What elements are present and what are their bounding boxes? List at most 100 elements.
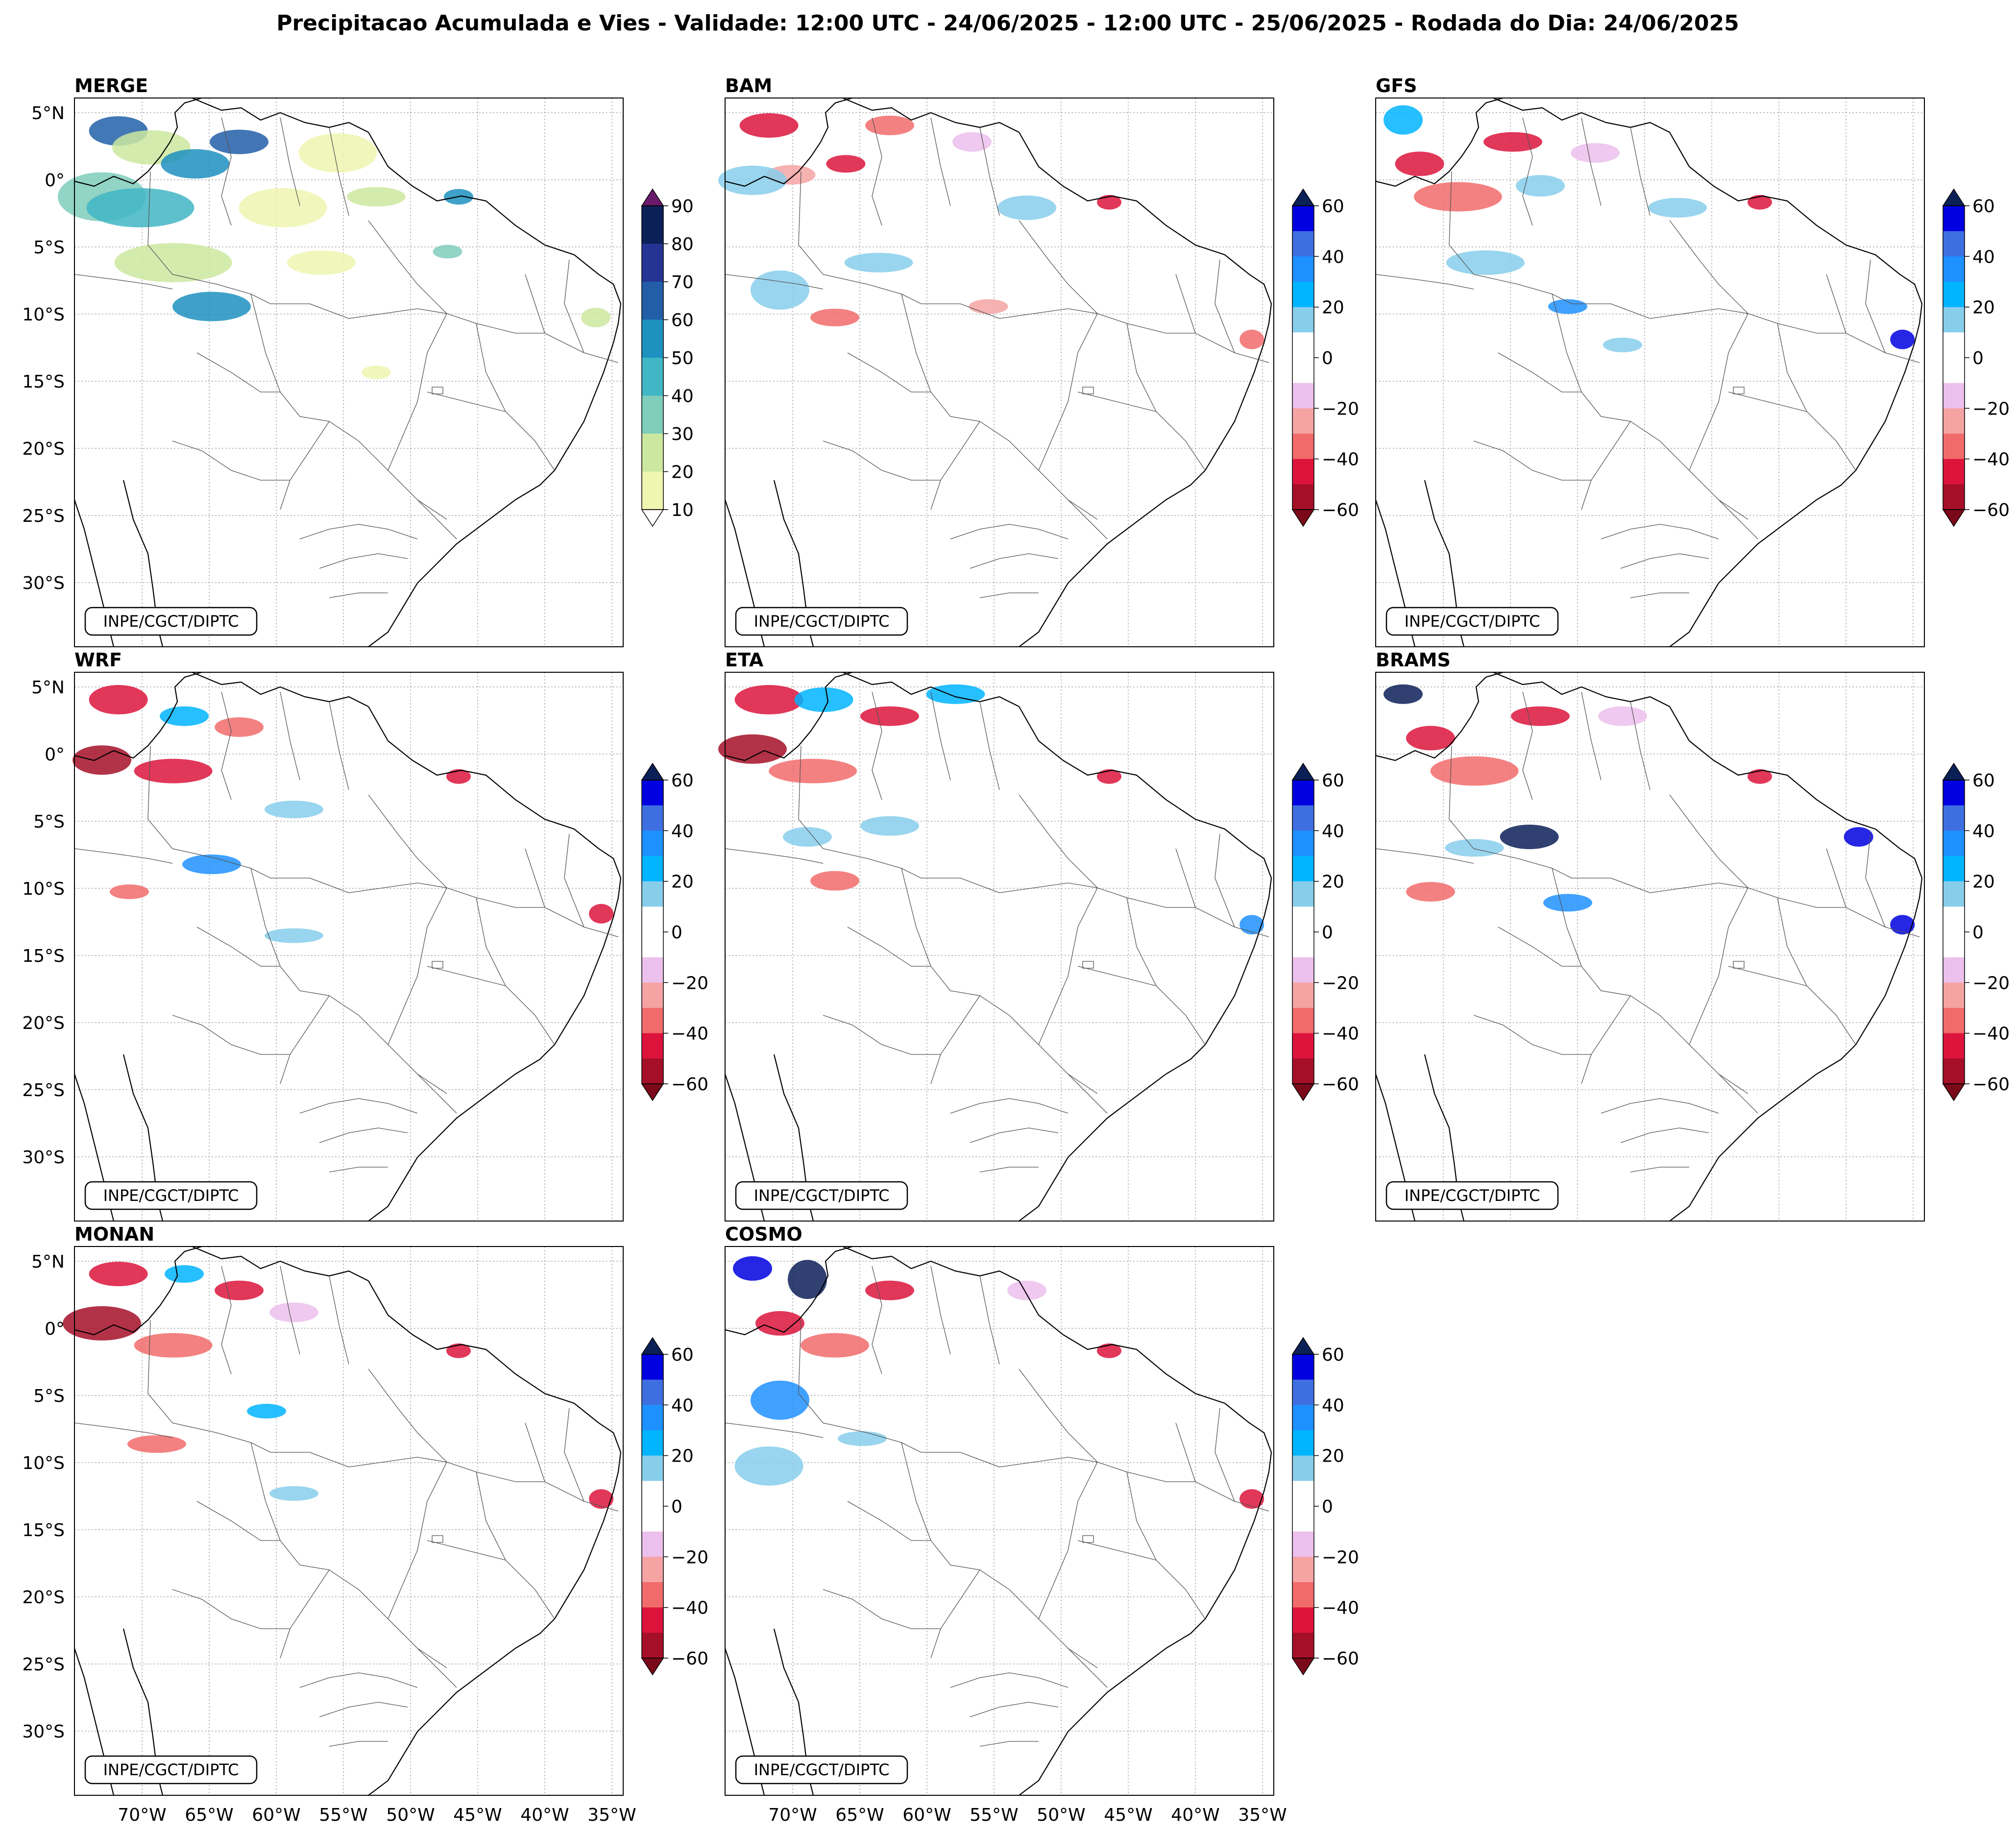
colorbar-step bbox=[642, 1405, 663, 1431]
colorbar-step bbox=[642, 1008, 663, 1034]
lat-label: 5°N bbox=[31, 103, 65, 123]
colorbar-step bbox=[1292, 1633, 1314, 1659]
colorbar-step bbox=[1292, 1557, 1314, 1583]
colorbar-step bbox=[1943, 805, 1965, 831]
colorbar-step bbox=[642, 244, 663, 282]
lat-label: 5°N bbox=[31, 678, 65, 698]
field-patch bbox=[589, 904, 614, 924]
lat-label: 20°S bbox=[22, 1013, 65, 1033]
panel-title: MERGE bbox=[74, 75, 148, 97]
colorbar-tick-label: −20 bbox=[1972, 399, 2010, 419]
map-gridlines bbox=[74, 672, 623, 1221]
colorbar-step bbox=[1292, 932, 1314, 958]
field-patch bbox=[844, 253, 913, 272]
colorbar-tick-label: 40 bbox=[1972, 247, 1995, 267]
lat-label: 5°N bbox=[31, 1252, 65, 1272]
colorbar-step bbox=[642, 831, 663, 856]
colorbar-step bbox=[1943, 1058, 1965, 1084]
map-background bbox=[74, 672, 623, 1221]
colorbar-tick-label: 60 bbox=[1972, 196, 1995, 217]
field-overlay bbox=[718, 684, 1264, 935]
credit-label: INPE/CGCT/DIPTC bbox=[103, 612, 239, 631]
colorbar-step bbox=[1292, 358, 1314, 384]
lat-label: 20°S bbox=[22, 439, 65, 459]
field-patch bbox=[210, 129, 268, 154]
colorbar-tick-label: 60 bbox=[671, 1345, 694, 1365]
colorbar-step bbox=[1292, 459, 1314, 485]
field-patch bbox=[1097, 195, 1121, 210]
field-patch bbox=[127, 1435, 186, 1453]
lon-label: 45°W bbox=[453, 1805, 502, 1825]
colorbar-tick-label: 40 bbox=[1322, 247, 1344, 267]
field-patch bbox=[362, 366, 391, 379]
colorbar-step bbox=[1292, 231, 1314, 257]
field-patch bbox=[810, 309, 859, 326]
colorbar-extend-min bbox=[1942, 509, 1966, 527]
map-frame bbox=[725, 98, 1274, 647]
colorbar-step bbox=[642, 1633, 663, 1659]
colorbar-tick-label: 30 bbox=[671, 424, 694, 444]
field-patch bbox=[347, 187, 406, 207]
colorbar-step bbox=[1943, 282, 1965, 308]
field-patch bbox=[287, 250, 356, 275]
colorbar-extend-min bbox=[1942, 1083, 1966, 1101]
colorbar-step bbox=[1292, 408, 1314, 434]
field-patch bbox=[734, 1446, 803, 1486]
credit-label: INPE/CGCT/DIPTC bbox=[1405, 612, 1540, 631]
colorbar-tick-label: 20 bbox=[1972, 872, 1995, 892]
field-patch bbox=[1446, 250, 1525, 275]
bias-colorbar: 60 40 20 0 −20 −40 −60 bbox=[1291, 762, 1359, 1101]
colorbar-tick-label: −40 bbox=[671, 1598, 708, 1618]
colorbar-step bbox=[642, 358, 663, 396]
lat-label: 25°S bbox=[22, 1655, 65, 1675]
colorbar-tick-label: 40 bbox=[671, 1395, 694, 1416]
panel-title: BAM bbox=[725, 75, 772, 97]
map-panel-wrf: WRF INPE/CGCT/DIPTC 5°N 0° 5°S 10°S 15°S 20°S 25… bbox=[22, 649, 708, 1222]
colorbar-tick-label: 20 bbox=[671, 1446, 694, 1467]
colorbar-tick-label: −20 bbox=[1972, 973, 2010, 993]
credit-box: INPE/CGCT/DIPTC bbox=[1385, 1181, 1559, 1210]
colorbar-step bbox=[642, 780, 663, 806]
field-patch bbox=[1384, 684, 1423, 704]
field-patch bbox=[114, 243, 232, 282]
field-patch bbox=[1890, 915, 1915, 935]
map-frame bbox=[725, 672, 1274, 1222]
credit-box: INPE/CGCT/DIPTC bbox=[84, 1181, 258, 1210]
colorbar-step bbox=[642, 1379, 663, 1405]
map-panel-merge: MERGE INPE/CGCT/DIPTC 5°N 0° 5°S 10°S 15°S 20°S… bbox=[22, 75, 694, 647]
map-panel-cosmo: COSMO INPE/CGCT/DIPTC 70°W 65°W 60°W 55°W 50°W… bbox=[725, 1223, 1359, 1825]
field-patch bbox=[718, 734, 787, 764]
precip-colorbar: 10 20 30 40 50 60 70 80 90 bbox=[641, 188, 694, 527]
lat-label: 0° bbox=[45, 171, 65, 191]
map-gridlines bbox=[1376, 98, 1924, 647]
colorbar-tick-label: −20 bbox=[1322, 973, 1359, 993]
figure-title: Precipitacao Acumulada e Vies - Validade… bbox=[276, 11, 1739, 36]
field-patch bbox=[783, 827, 832, 847]
field-patch bbox=[755, 1311, 804, 1336]
field-patch bbox=[265, 801, 323, 818]
lat-label: 10°S bbox=[22, 879, 65, 899]
colorbar-tick-label: 0 bbox=[1972, 923, 1984, 943]
field-patch bbox=[215, 1280, 264, 1300]
field-patch bbox=[134, 758, 213, 783]
colorbar-step bbox=[1943, 231, 1965, 257]
lon-label: 50°W bbox=[1037, 1805, 1085, 1825]
colorbar-step bbox=[1943, 256, 1965, 282]
map-frame bbox=[1375, 98, 1925, 647]
colorbar-step bbox=[642, 957, 663, 983]
map-frame bbox=[74, 672, 624, 1222]
colorbar-step bbox=[1943, 358, 1965, 384]
map-frame bbox=[74, 98, 624, 647]
lat-label: 0° bbox=[45, 745, 65, 765]
map-frame bbox=[725, 1246, 1274, 1796]
panel-title: ETA bbox=[725, 649, 764, 671]
colorbar-tick-label: 80 bbox=[671, 235, 694, 255]
field-overlay bbox=[1384, 105, 1915, 352]
colorbar-step bbox=[1292, 1405, 1314, 1431]
field-patch bbox=[1603, 338, 1642, 352]
colorbar-tick-label: 20 bbox=[671, 463, 694, 483]
colorbar-step bbox=[1292, 1506, 1314, 1532]
colorbar-extend-min bbox=[1291, 509, 1315, 527]
colorbar-step bbox=[642, 434, 663, 472]
field-patch bbox=[1571, 143, 1620, 163]
